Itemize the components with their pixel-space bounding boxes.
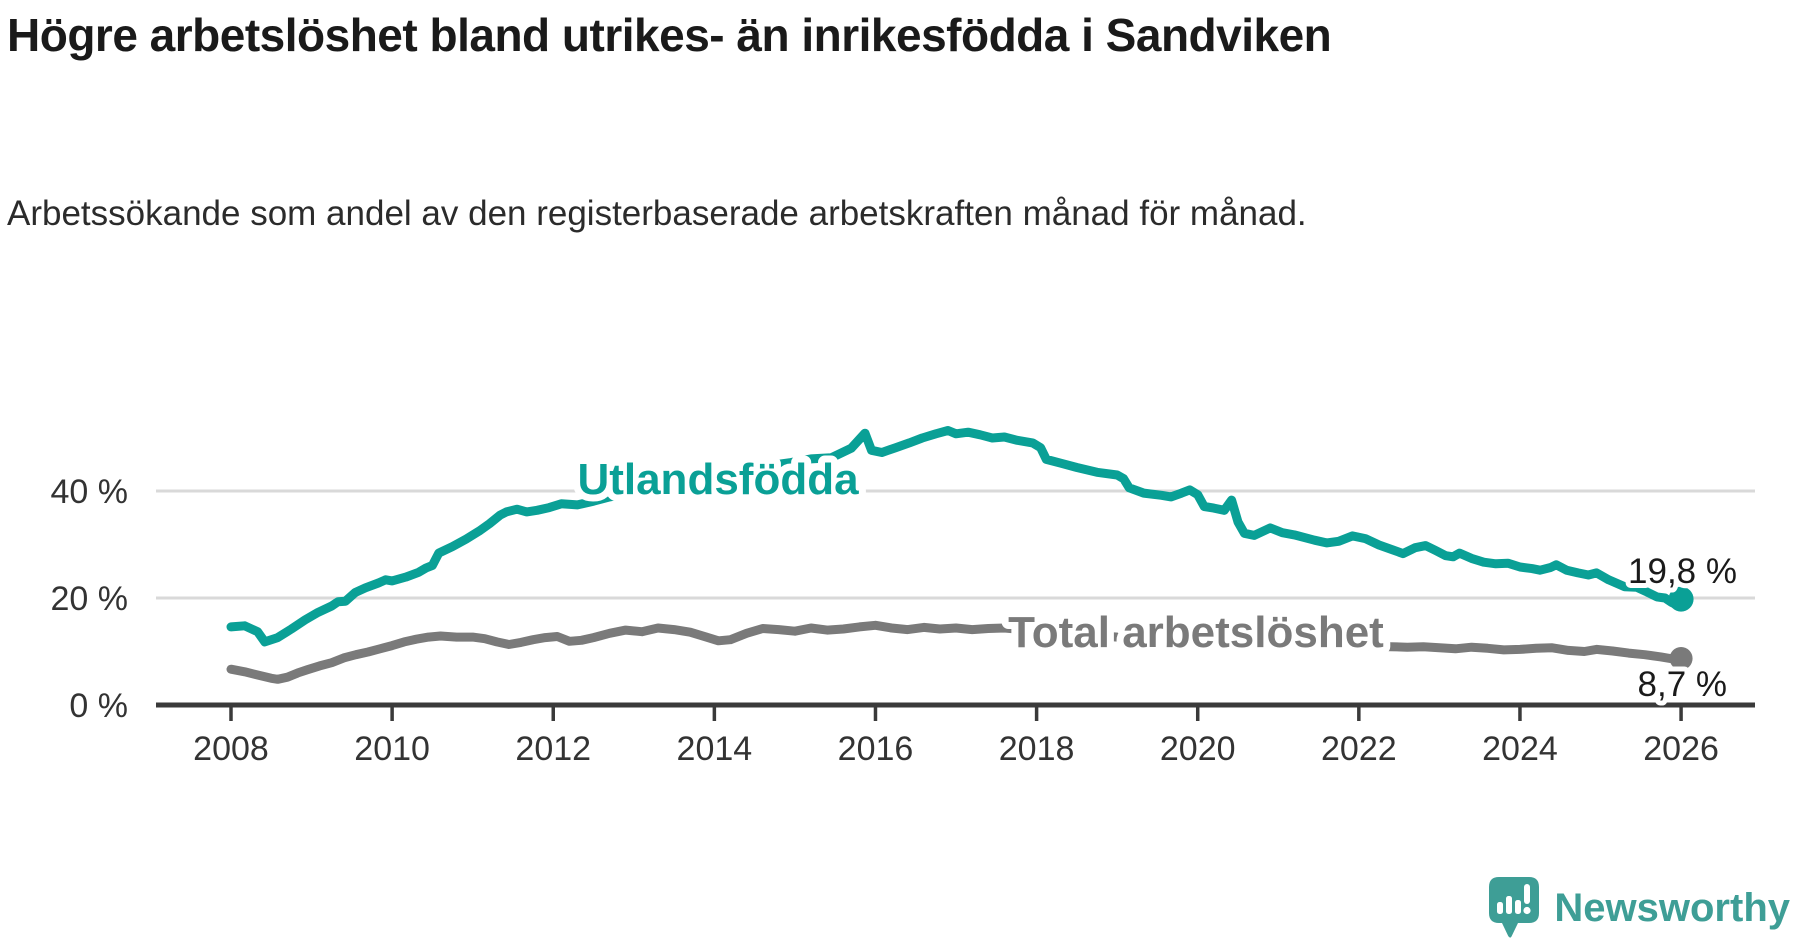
y-tick-label-0-percent: 0 %	[69, 687, 128, 725]
page-title: Högre arbetslöshet bland utrikes- än inr…	[7, 9, 1332, 61]
newsworthy-logo-text: Newsworthy	[1554, 885, 1790, 930]
x-tick-label-2020: 2020	[1160, 730, 1236, 768]
end-dot-total-arbetsl-shet	[1669, 646, 1693, 670]
gridlines	[156, 489, 1755, 600]
newsworthy-logo: Newsworthy	[1488, 876, 1790, 940]
end-value-label-total: 8,7 %	[1638, 665, 1728, 704]
line-series-utlandsf-dda	[226, 426, 1686, 647]
x-tick-label-2026: 2026	[1643, 730, 1719, 768]
x-tick-label-2008: 2008	[193, 730, 269, 768]
y-tick-label-40-percent: 40 %	[51, 473, 129, 511]
x-tick-label-2012: 2012	[515, 730, 591, 768]
x-tick-label-2014: 2014	[677, 730, 753, 768]
x-axis-tick-labels: 2008 2010 2012 2014 2016 2018 2020 2022 2024 2026	[193, 730, 1719, 768]
x-tick-label-2022: 2022	[1321, 730, 1397, 768]
x-tick-label-2010: 2010	[354, 730, 430, 768]
chart-subtitle: Arbetssökande som andel av den registerb…	[7, 194, 1307, 233]
series-lines	[226, 426, 1686, 684]
line-series-total-arbetsl-shet	[226, 620, 1686, 684]
x-tick-label-2016: 2016	[838, 730, 914, 768]
x-tick-label-2024: 2024	[1482, 730, 1558, 768]
x-axis	[156, 702, 1755, 721]
series-label-utlandsfodda: Utlandsfödda	[577, 455, 859, 504]
x-tick-label-2018: 2018	[999, 730, 1075, 768]
series-end-dots	[1668, 586, 1694, 670]
y-axis-tick-labels: 0 % 20 % 40 %	[51, 473, 129, 725]
y-tick-label-20-percent: 20 %	[51, 580, 129, 618]
newsworthy-speech-bubble-barchart-icon	[1489, 877, 1540, 938]
end-value-label-utlandsfodda: 19,8 %	[1628, 552, 1737, 591]
series-label-total-arbetsloshet: Total arbetslöshet	[1008, 608, 1384, 657]
end-dot-utlandsf-dda	[1668, 586, 1694, 612]
